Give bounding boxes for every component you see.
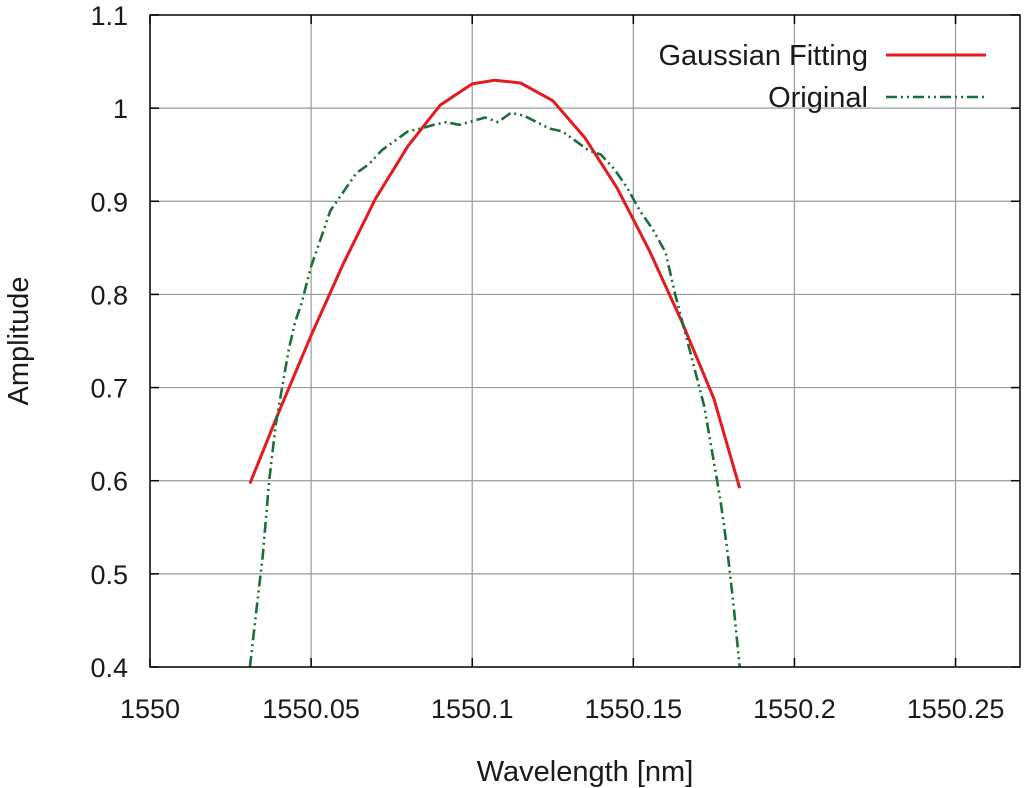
x-tick-label: 1550.25 bbox=[907, 694, 1005, 724]
series-line-original bbox=[248, 111, 741, 668]
y-tick-label: 0.4 bbox=[90, 653, 128, 683]
series-layer bbox=[248, 78, 742, 668]
legend-label: Gaussian Fitting bbox=[658, 40, 868, 72]
axis-ticks bbox=[149, 14, 1020, 668]
x-tick-label: 1550 bbox=[120, 694, 180, 724]
y-tick-label: 1 bbox=[113, 94, 128, 124]
y-tick-label: 0.5 bbox=[90, 560, 128, 590]
y-tick-label: 0.7 bbox=[90, 374, 128, 404]
x-tick-label: 1550.15 bbox=[585, 694, 683, 724]
x-axis-tick-labels: 1550 1550.05 1550.1 1550.15 1550.2 1550.25 bbox=[120, 694, 1004, 724]
y-tick-label: 0.6 bbox=[90, 467, 128, 497]
x-tick-label: 1550.2 bbox=[753, 694, 836, 724]
x-tick-label: 1550.1 bbox=[431, 694, 514, 724]
y-tick-label: 1.1 bbox=[90, 1, 128, 31]
y-axis-tick-labels: 0.4 0.5 0.6 0.7 0.8 0.9 1 1.1 bbox=[90, 1, 128, 683]
y-axis-label: Amplitude bbox=[3, 277, 35, 406]
plot-frame bbox=[149, 14, 1021, 668]
series-line-gaussian-fitting bbox=[248, 78, 742, 489]
y-tick-label: 0.8 bbox=[90, 280, 128, 310]
grid bbox=[150, 15, 1020, 667]
x-tick-label: 1550.05 bbox=[262, 694, 360, 724]
legend-label: Original bbox=[768, 82, 868, 114]
y-tick-label: 0.9 bbox=[90, 187, 128, 217]
legend: Gaussian Fitting Original bbox=[658, 40, 986, 114]
x-axis-label: Wavelength [nm] bbox=[477, 756, 694, 788]
